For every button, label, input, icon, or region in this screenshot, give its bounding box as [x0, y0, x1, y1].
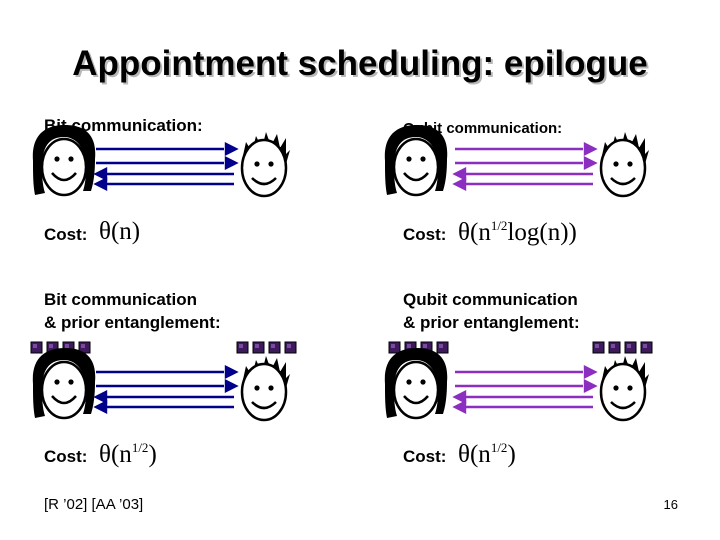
bit-ent-cost-label: Cost:: [44, 447, 88, 466]
alice-avatar: [31, 123, 97, 197]
bit-cost-label: Cost:: [44, 225, 88, 244]
references: [R ’02] [AA ’03]: [44, 496, 144, 513]
qubit-arrows: [452, 365, 598, 414]
entangled-qubits-bob-qubit: [592, 341, 653, 354]
qubit-arrows: [452, 142, 598, 191]
bob-avatar: [599, 354, 651, 422]
bit-entanglement-label: Bit communication & prior entanglement:: [44, 290, 221, 332]
alice-avatar: [31, 346, 97, 420]
slide-title: Appointment scheduling: epilogue: [72, 44, 648, 83]
bit-arrows: [93, 142, 239, 191]
alice-avatar: [383, 346, 449, 420]
qubit-entanglement-label: Qubit communication & prior entanglement…: [403, 290, 580, 332]
qubit-ent-cost-expression: θ(n1/2): [458, 440, 516, 468]
bit-arrows: [93, 365, 239, 414]
bit-cost-expression: θ(n): [99, 218, 141, 245]
qubit-communication-label: Qubit communication:: [403, 120, 563, 137]
qubit-cost-expression: θ(n1/2log(n)): [458, 218, 577, 246]
bob-avatar: [240, 130, 292, 198]
bob-avatar: [599, 130, 651, 198]
qubit-cost-label: Cost:: [403, 225, 447, 244]
bob-avatar: [240, 354, 292, 422]
bit-ent-cost-expression: θ(n1/2): [99, 440, 157, 468]
alice-avatar: [383, 123, 449, 197]
entangled-qubits-bob-bit: [236, 341, 297, 354]
qubit-ent-cost-label: Cost:: [403, 447, 447, 466]
page-number: 16: [663, 497, 678, 512]
